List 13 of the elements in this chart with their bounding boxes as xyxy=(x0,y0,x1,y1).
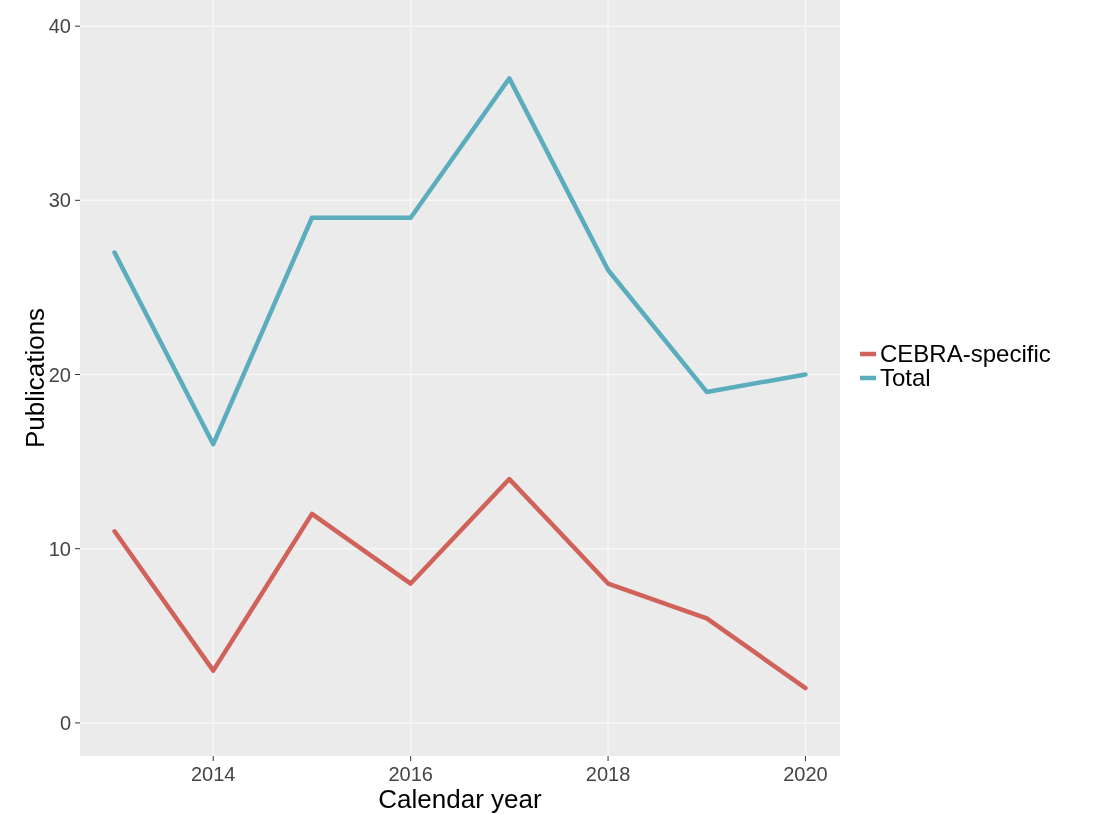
y-tick-label: 40 xyxy=(48,15,71,38)
x-axis-title: Calendar year xyxy=(378,784,542,814)
y-tick-label: 30 xyxy=(48,189,71,212)
x-tick-label: 2018 xyxy=(585,763,631,785)
x-tick-label: 2016 xyxy=(388,763,433,785)
y-tick-label: 0 xyxy=(59,711,71,734)
x-tick-label: 2020 xyxy=(783,763,828,785)
y-tick-label: 10 xyxy=(48,537,71,560)
x-tick-label: 2014 xyxy=(191,763,236,785)
line-series xyxy=(112,476,808,691)
line-series xyxy=(112,76,808,447)
y-tick-label: 20 xyxy=(48,363,71,386)
y-axis-title: Publications xyxy=(20,307,50,449)
